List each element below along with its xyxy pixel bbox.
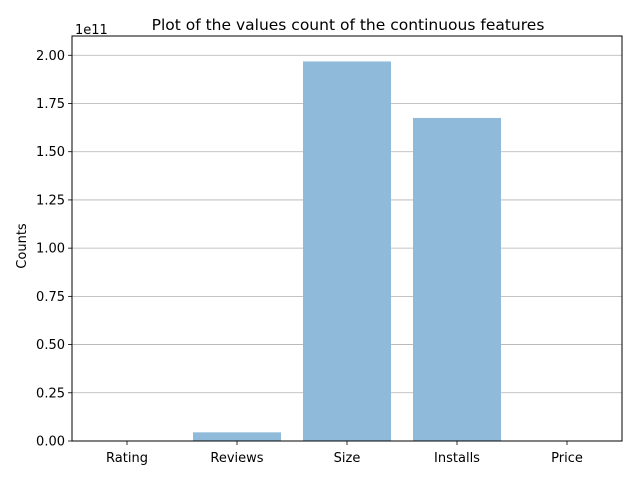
x-tick-label: Size (334, 451, 361, 466)
y-tick-label: 0.00 (36, 435, 65, 450)
y-axis-label: Counts (15, 223, 30, 269)
y-tick-label: 1.50 (36, 145, 65, 160)
y-tick-label: 0.25 (36, 386, 65, 401)
x-tick-label: Rating (106, 451, 148, 466)
y-ticks: 0.00 0.25 0.50 0.75 1.00 1.25 1.50 1.75 2.00 (36, 49, 72, 450)
y-tick-label: 0.50 (36, 338, 65, 353)
bars (193, 61, 501, 441)
y-tick-label: 2.00 (36, 49, 65, 64)
y-offset-label: 1e11 (75, 23, 108, 38)
x-tick-label: Installs (434, 451, 480, 466)
chart-title: Plot of the values count of the continuo… (152, 16, 545, 34)
x-ticks: Rating Reviews Size Installs Price (106, 441, 583, 466)
y-tick-label: 1.25 (36, 193, 65, 208)
bar-installs (413, 117, 501, 441)
y-tick-label: 0.75 (36, 290, 65, 305)
x-tick-label: Price (551, 451, 583, 466)
bar-size (303, 61, 391, 441)
y-tick-label: 1.75 (36, 97, 65, 112)
y-tick-label: 1.00 (36, 242, 65, 257)
plot-frame (71, 35, 623, 442)
bar-reviews (193, 432, 281, 441)
x-tick-label: Reviews (210, 451, 263, 466)
